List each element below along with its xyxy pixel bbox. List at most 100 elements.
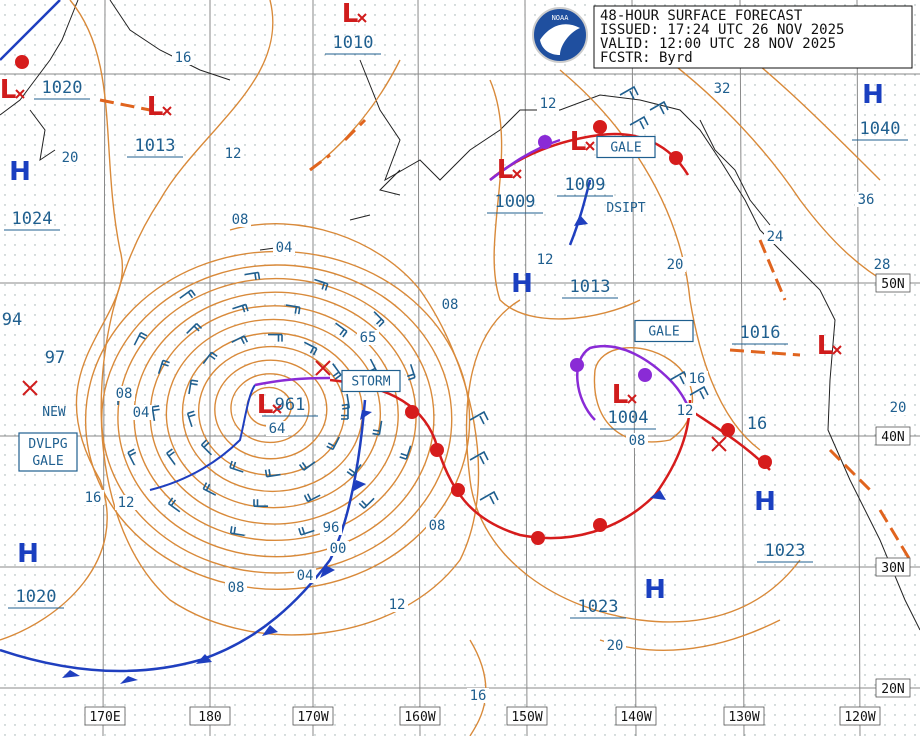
wind-barb	[372, 420, 383, 436]
label-bg	[871, 257, 893, 272]
latitude-label: 50N	[881, 277, 904, 292]
label-bg	[292, 706, 334, 726]
wind-barb	[229, 526, 245, 537]
isobar-label: 12	[677, 403, 694, 419]
wind-barb	[649, 100, 669, 115]
label-bg	[172, 50, 194, 65]
isobar-label: 20	[667, 257, 684, 273]
label-bg	[615, 706, 657, 726]
box-label: GALE	[648, 325, 679, 340]
wind-barb	[264, 469, 281, 478]
wind-barb	[399, 445, 412, 460]
pressure-value: 1024	[12, 209, 53, 229]
longitude-label: 180	[198, 710, 221, 725]
wind-barb	[341, 393, 350, 410]
longitude-label: 160W	[404, 710, 435, 725]
longitude-label: 140W	[620, 710, 651, 725]
longitude-label: 150W	[511, 710, 542, 725]
isobar	[117, 277, 435, 558]
x-marker	[315, 360, 331, 376]
label-box	[341, 369, 401, 393]
label-bg	[764, 229, 786, 244]
label-bg	[664, 257, 686, 272]
box-label: DVLPG	[28, 437, 67, 452]
label-bg	[887, 400, 909, 415]
wind-barb	[157, 359, 170, 374]
x-marker	[711, 436, 727, 452]
wind-barb	[479, 490, 499, 505]
low-marker	[585, 141, 595, 151]
isobar-label: 16	[85, 490, 102, 506]
isobar-label: 12	[537, 252, 554, 268]
wind-barb	[469, 410, 489, 425]
isobar-label: 12	[118, 495, 135, 511]
label-bg	[839, 706, 881, 726]
wind-barbs	[117, 85, 709, 537]
label-bg	[320, 520, 342, 535]
pressure-value: 97	[45, 348, 65, 368]
label-bg	[604, 638, 626, 653]
isobar	[101, 264, 453, 574]
pressure-symbol: H	[511, 269, 533, 299]
label-bg	[59, 150, 81, 165]
wind-barb	[326, 436, 340, 451]
label-bg	[113, 386, 135, 401]
pressure-symbol: L	[817, 331, 834, 361]
label-bg	[273, 240, 295, 255]
isobar-label: 08	[116, 386, 133, 402]
isobar	[165, 318, 382, 509]
isobar-label: 16	[689, 371, 706, 387]
wind-barb	[346, 464, 362, 477]
wind-barb	[303, 493, 321, 503]
wind-barb	[167, 497, 181, 513]
pressure-value: 1020	[16, 587, 57, 607]
pressure-value: 1004	[608, 408, 649, 428]
label-bg	[357, 330, 379, 345]
wind-barb	[151, 405, 160, 421]
pressure-value: 1009	[495, 192, 536, 212]
label-bg	[674, 403, 696, 418]
isobar-label: 32	[714, 81, 731, 97]
label-bg	[439, 297, 461, 312]
label-box	[634, 319, 694, 343]
wind-barb	[232, 303, 249, 313]
wind-barb	[358, 497, 375, 509]
isobars	[0, 0, 901, 736]
plain-label: NEW	[42, 405, 66, 420]
pressure-symbol: H	[862, 80, 884, 110]
wind-barb	[179, 289, 196, 299]
isobar-label: 08	[429, 518, 446, 534]
pressure-symbol: L	[342, 0, 359, 29]
label-bg	[875, 678, 911, 698]
isobar-label: 28	[874, 257, 891, 273]
wind-barb	[202, 351, 218, 365]
isobar-label: 12	[540, 96, 557, 112]
wind-barb	[253, 499, 268, 507]
low-marker	[357, 13, 367, 23]
longitude-label: 130W	[728, 710, 759, 725]
wind-barb	[629, 115, 649, 130]
isobar-label: 16	[175, 50, 192, 66]
low-marker	[15, 89, 25, 99]
plain-label: DSIPT	[606, 201, 645, 216]
pressure-symbol: L	[147, 92, 164, 122]
pressure-value: 1013	[570, 277, 611, 297]
wind-barb	[268, 333, 283, 342]
isobar-label: 08	[232, 212, 249, 228]
longitude-label: 170W	[297, 710, 328, 725]
wind-barb	[186, 322, 203, 335]
wind-barb	[186, 410, 196, 428]
isobar-label: 36	[858, 192, 875, 208]
wind-barb	[244, 271, 261, 281]
latitude-label: 30N	[881, 561, 904, 576]
isobar-label: 00	[330, 541, 347, 557]
label-bg	[115, 495, 137, 510]
wind-barb	[335, 322, 348, 338]
fronts	[0, 0, 912, 684]
isobar-label: 16	[470, 688, 487, 704]
label-box	[596, 135, 656, 159]
pressure-symbol: H	[644, 575, 666, 605]
pressure-value: 1040	[860, 119, 901, 139]
wind-barb	[285, 304, 301, 315]
